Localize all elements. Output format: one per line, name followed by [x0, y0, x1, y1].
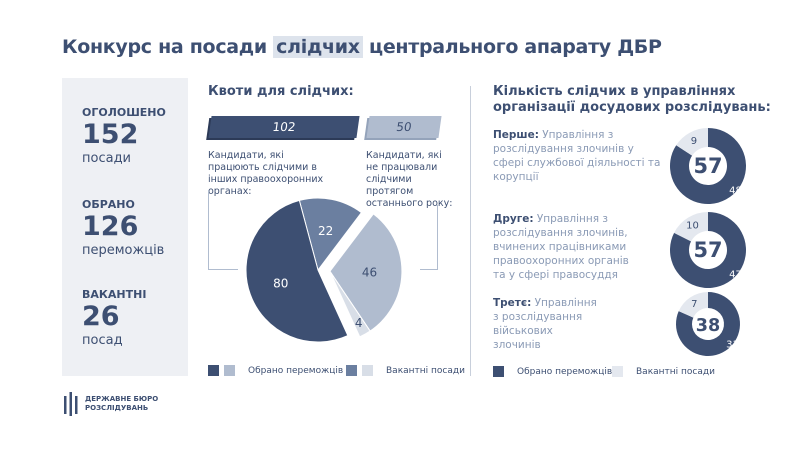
donut-vacant-label: 9 — [691, 136, 697, 147]
bracket-left — [208, 190, 238, 270]
pie-slice-22 — [298, 197, 363, 272]
quota-pie-chart: 22 46 4 80 — [245, 197, 403, 343]
legend-swatch — [362, 365, 373, 376]
donut-total: 57 — [693, 238, 722, 262]
donut-selected-segment — [670, 128, 746, 204]
logo-line: ДЕРЖАВНЕ БЮРО — [85, 395, 159, 403]
stats-panel: ОГОЛОШЕНО 152 посади ОБРАНО 126 переможців В… — [62, 78, 188, 376]
donut-vacant-segment — [678, 292, 708, 318]
legend-swatch — [346, 365, 357, 376]
dbr-logo-icon — [64, 392, 78, 416]
department-name: Друге: — [493, 213, 534, 225]
legend-swatch — [208, 365, 219, 376]
stat-unit: посад — [82, 333, 123, 348]
department-donut-charts: 57 9 48 57 10 47 38 7 31 — [670, 128, 746, 356]
department-first: Перше: Управління з розслідування злочин… — [493, 128, 663, 184]
quota-legend-vacant: Вакантні посади — [346, 365, 465, 376]
stat-selected: ОБРАНО 126 переможців — [82, 198, 164, 258]
pie-label: 22 — [318, 224, 333, 238]
department-name: Третє: — [493, 297, 532, 309]
pie-label: 46 — [362, 265, 377, 279]
quotas-heading: Квоти для слідчих: — [208, 84, 354, 99]
dept-legend-selected: Обрано переможців — [493, 366, 612, 377]
donut-selected-label: 48 — [729, 185, 742, 196]
department-desc: Управління з розслідування злочинів, вчи… — [493, 213, 629, 281]
logo-line: РОЗСЛІДУВАНЬ — [85, 404, 149, 412]
quota-caption-new: Кандидати, які не працювали слідчими про… — [366, 150, 453, 209]
donut-total: 57 — [693, 154, 722, 178]
bracket-right — [420, 205, 438, 270]
legend-swatch — [493, 366, 504, 377]
donut-selected-label: 47 — [729, 269, 742, 280]
page-title: Конкурс на посади слідчих центрального а… — [62, 36, 662, 58]
legend-swatch — [612, 366, 623, 377]
donut-total: 38 — [696, 316, 720, 336]
legend-swatch — [224, 365, 235, 376]
department-third: Третє: Управління з розслідування військ… — [493, 296, 603, 352]
pie-slice-80 — [245, 199, 349, 343]
stat-vacant: ВАКАНТНІ 26 посад — [82, 288, 146, 348]
donut-selected-label: 31 — [726, 340, 739, 351]
donut-selected-segment — [676, 292, 740, 356]
department-desc: Управління з розслідування військових зл… — [493, 297, 597, 351]
donut-selected-segment — [670, 212, 746, 288]
department-second: Друге: Управління з розслідування злочин… — [493, 212, 633, 282]
donut-vacant-segment — [676, 128, 708, 156]
legend-label: Обрано переможців — [248, 365, 344, 376]
stat-unit: переможців — [82, 243, 165, 258]
legend-label: Обрано переможців — [517, 366, 613, 377]
logo: ДЕРЖАВНЕ БЮРО РОЗСЛІДУВАНЬ — [62, 392, 158, 416]
department-desc: Управління з розслідування злочинів у сф… — [493, 129, 661, 183]
legend-label: Вакантні посади — [636, 366, 715, 377]
quota-bar-new: 50 — [366, 116, 442, 138]
donut-vacant-segment — [674, 212, 708, 242]
dept-legend-vacant: Вакантні посади — [612, 366, 715, 377]
heading-line: Кількість слідчих в управліннях — [493, 84, 736, 99]
title-text-end: центрального апарату ДБР — [362, 36, 662, 58]
pie-label: 80 — [273, 276, 288, 290]
title-highlight: слідчих — [273, 36, 363, 58]
stat-label: ОГОЛОШЕНО — [82, 106, 166, 119]
pie-slice-4 — [329, 271, 371, 338]
stat-value: 26 — [82, 301, 120, 332]
stat-label: ОБРАНО — [82, 198, 135, 211]
department-name: Перше: — [493, 129, 539, 141]
pie-label: 4 — [355, 316, 363, 330]
stat-announced: ОГОЛОШЕНО 152 посади — [82, 106, 166, 166]
title-text: Конкурс на посади — [62, 36, 274, 58]
departments-heading: Кількість слідчих в управліннях організац… — [493, 84, 771, 116]
legend-label: Вакантні посади — [386, 365, 465, 376]
donut-vacant-label: 7 — [691, 299, 697, 310]
stat-value: 126 — [82, 211, 139, 242]
divider — [470, 86, 471, 376]
quota-legend-selected: Обрано переможців — [208, 365, 343, 376]
pie-slice-46 — [329, 213, 403, 332]
donut-vacant-label: 10 — [686, 221, 699, 232]
stat-label: ВАКАНТНІ — [82, 288, 147, 301]
stat-value: 152 — [82, 119, 139, 150]
heading-line: організації досудових розслідувань: — [493, 100, 771, 115]
stat-unit: посади — [82, 151, 132, 166]
quota-caption-experienced: Кандидати, які працюють слідчими в інших… — [208, 150, 324, 197]
quota-bar-experienced: 102 — [208, 116, 360, 138]
